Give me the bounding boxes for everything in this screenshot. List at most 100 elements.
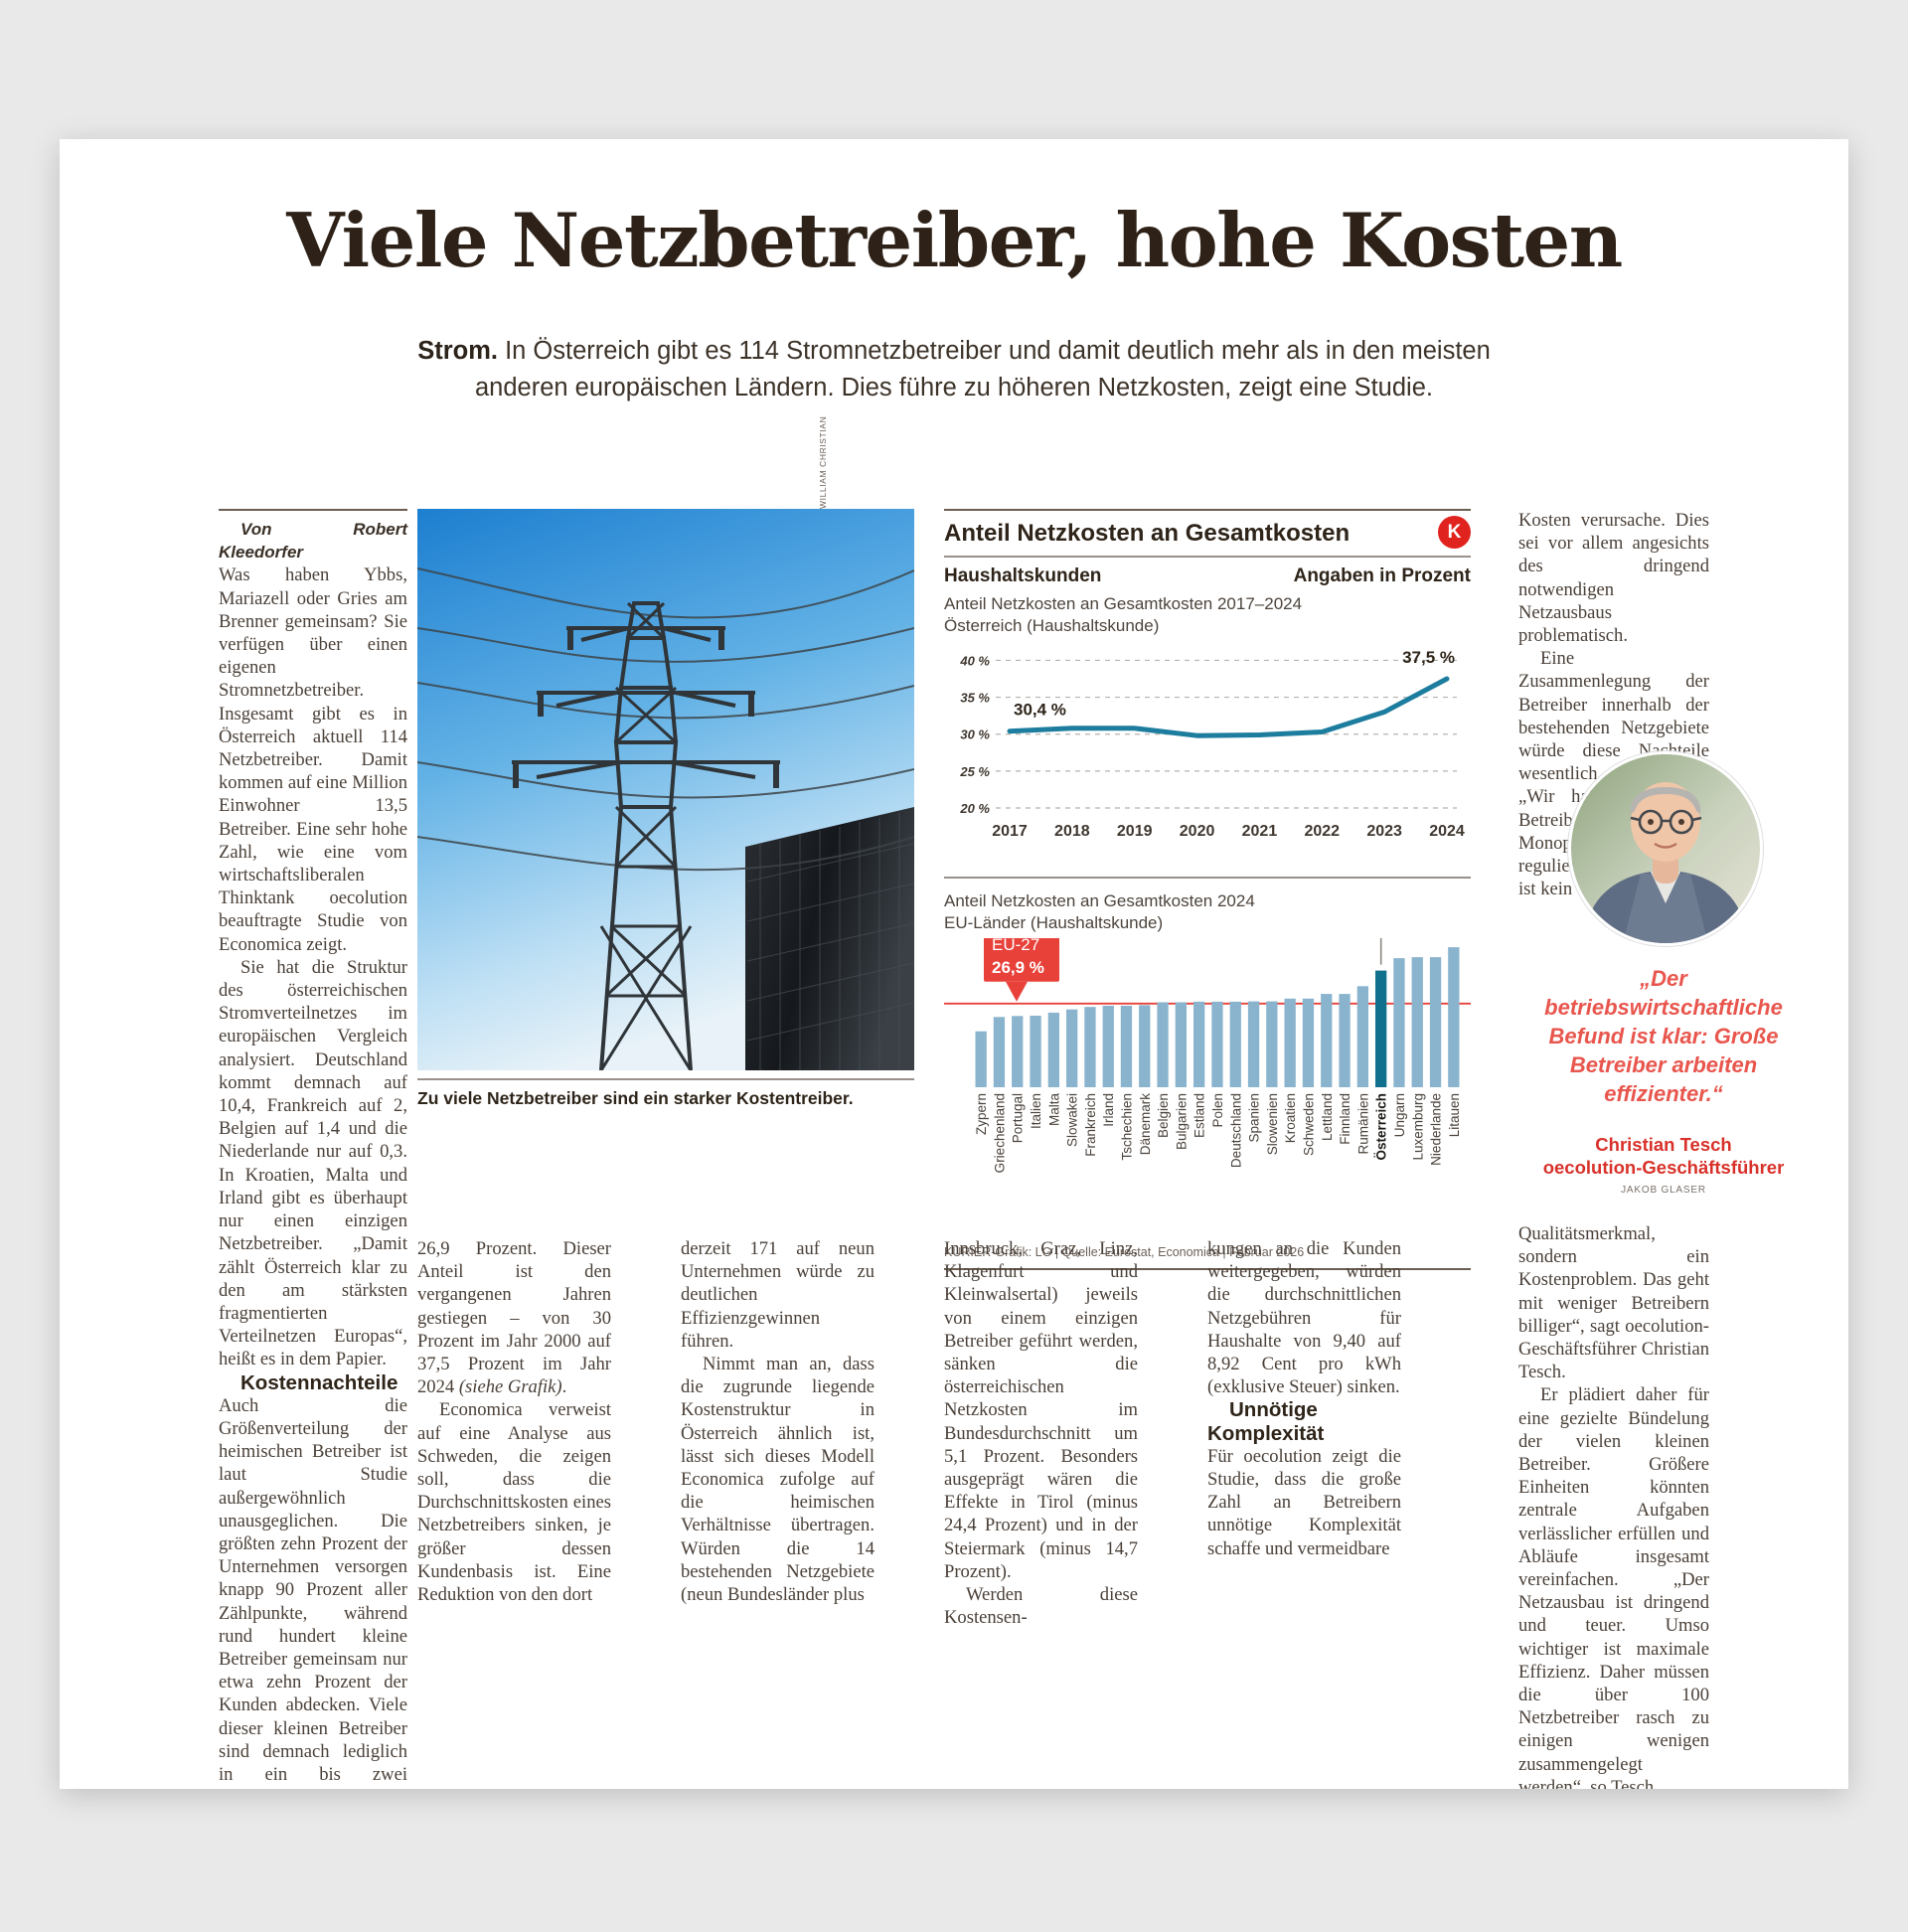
section-subhead: Unnötige Komplexität [1207,1398,1325,1445]
svg-text:Frankreich: Frankreich [1083,1093,1098,1157]
graphic-subbar: Haushaltskunden Angaben in Prozent [944,558,1471,593]
svg-text:Portugal: Portugal [1011,1093,1026,1143]
line-chart: 20 % 25 % 30 % 35 % 40 % 30,4 % 37,5 % 2017 2018… [944,641,1471,863]
infographic: Anteil Netzkosten an Gesamtkosten K Haus… [944,509,1471,1270]
graphic-title: Anteil Netzkosten an Gesamtkosten K [944,511,1471,558]
bar-chart-subtitle: EU-Länder (Haushaltskunde) [944,913,1164,932]
svg-text:Dänemark: Dänemark [1138,1093,1153,1156]
svg-text:Slowakei: Slowakei [1065,1093,1080,1147]
portrait-credit: JAKOB GLASER [1621,1185,1706,1196]
paragraph: Kosten verursache. Dies sei vor allem an… [1518,510,1709,647]
svg-text:Schweden: Schweden [1302,1093,1317,1156]
svg-text:Österreich: Österreich [1374,1093,1389,1161]
svg-text:EU-27: EU-27 [992,938,1039,954]
svg-text:2022: 2022 [1304,823,1340,840]
photo-credit: WILLIAM CHRISTIAN [818,415,828,509]
paragraph: Was haben Ybbs, Mariazell oder Gries am … [219,564,407,955]
portrait-illustration [1571,754,1760,943]
pull-quote: „Der betriebswirtschaftliche Befund ist … [1544,966,1783,1106]
bar-chart-svg: Zypern Griechenland Portugal Italien Malta Sl… [944,912,1471,1173]
pull-quote-attribution: Christian Tesch oecolution-Geschäftsführ… [1518,1133,1809,1179]
svg-text:Litauen: Litauen [1447,1093,1462,1137]
newspaper-page: Viele Netzbetreiber, hohe Kosten Strom. … [60,139,1848,1789]
quote-person-role: oecolution-Geschäftsführer [1542,1157,1785,1178]
svg-text:30 %: 30 % [960,727,990,742]
svg-text:Niederlande: Niederlande [1429,1093,1444,1166]
svg-text:Ungarn: Ungarn [1392,1093,1407,1137]
bar-chart-caption: Anteil Netzkosten an Gesamtkosten 2024 E… [944,890,1471,934]
article-column-3: derzeit 171 auf neun Unternehmen würde z… [681,1237,874,1606]
article-column-1: Von Robert Kleedorfer Was haben Ybbs, Ma… [219,509,407,1789]
article-column-2: 26,9 Prozent. Dieser Anteil ist den verg… [417,1237,611,1606]
svg-text:Bulgarien: Bulgarien [1174,1093,1189,1150]
svg-text:2019: 2019 [1117,823,1153,840]
paragraph: 26,9 Prozent. Dieser Anteil ist den verg… [417,1237,611,1398]
svg-text:Irland: Irland [1101,1093,1116,1127]
rule [944,509,1471,511]
photo-illustration [417,509,914,1070]
line-chart-title: Anteil Netzkosten an Gesamtkosten 2017–2… [944,594,1303,613]
article-column-6b: Qualitätsmerkmal, sondern ein Kostenprob… [1518,1222,1709,1789]
graphic-right-label: Angaben in Prozent [1293,565,1471,586]
svg-text:35 %: 35 % [960,691,990,706]
paragraph: Qualitätsmerkmal, sondern ein Kostenprob… [1518,1223,1709,1383]
paragraph: derzeit 171 auf neun Unternehmen würde z… [681,1238,874,1352]
paragraph: Economica verweist auf eine Analyse aus … [417,1399,611,1606]
article-column-5: kungen an die Kunden weitergegeben, würd… [1207,1237,1401,1560]
svg-text:2023: 2023 [1366,823,1402,840]
svg-text:Zypern: Zypern [974,1093,989,1135]
svg-text:Luxemburg: Luxemburg [1410,1093,1425,1161]
svg-text:Finnland: Finnland [1338,1093,1352,1145]
lead-text: In Österreich gibt es 114 Stromnetzbetre… [475,337,1491,402]
paragraph: Nimmt man an, dass die zugrunde liegende… [681,1354,874,1606]
svg-text:Belgien: Belgien [1156,1093,1171,1138]
svg-text:Rumänien: Rumänien [1355,1093,1370,1155]
svg-text:2017: 2017 [992,823,1028,840]
svg-text:20 %: 20 % [959,801,990,816]
paragraph: Er plädiert daher für eine gezielte Bünd… [1518,1384,1709,1789]
page-title: Viele Netzbetreiber, hohe Kosten [286,197,1623,284]
bar-chart: Zypern Griechenland Portugal Italien Malta Sl… [944,912,1471,1241]
svg-text:Estland: Estland [1192,1093,1207,1138]
paragraph: kungen an die Kunden weitergegeben, würd… [1207,1238,1401,1398]
bar-chart-title: Anteil Netzkosten an Gesamtkosten 2024 [944,891,1255,910]
paragraph: Sie hat die Struktur des österreichische… [219,956,407,1370]
section-subhead: Kostennachteile [240,1370,398,1394]
photo-power-pylon [417,509,914,1070]
svg-text:Italien: Italien [1029,1093,1043,1129]
svg-text:Malta: Malta [1046,1093,1061,1127]
graphic-source: KURIER-Grafik: LG | Quelle: Eurostat, Ec… [944,1241,1471,1270]
svg-text:2024: 2024 [1429,823,1465,840]
lead-paragraph: Strom. In Österreich gibt es 114 Stromne… [388,333,1520,406]
line-chart-subtitle: Österreich (Haushaltskunde) [944,616,1160,635]
line-chart-caption: Anteil Netzkosten an Gesamtkosten 2017–2… [944,593,1471,637]
paragraph: Innsbruck, Graz, Linz, Klagenfurt und Kl… [944,1238,1138,1582]
svg-text:25 %: 25 % [959,764,990,779]
article-column-4: Innsbruck, Graz, Linz, Klagenfurt und Kl… [944,1237,1138,1629]
svg-text:26,9 %: 26,9 % [992,958,1044,977]
svg-text:Kroatien: Kroatien [1283,1093,1298,1143]
svg-text:Tschechien: Tschechien [1120,1093,1135,1161]
paragraph: Werden diese Kostensen- [944,1584,1138,1629]
paragraph: Für oecolution zeigt die Studie, dass di… [1207,1445,1401,1559]
lead-kicker: Strom. [417,337,498,365]
svg-text:37,5 %: 37,5 % [1402,648,1455,667]
svg-text:Lettland: Lettland [1320,1093,1335,1141]
svg-text:Griechenland: Griechenland [992,1093,1007,1173]
svg-text:2020: 2020 [1180,823,1215,840]
svg-text:Polen: Polen [1210,1093,1225,1128]
rule [944,877,1471,879]
graphic-left-label: Haushaltskunden [944,565,1102,586]
svg-text:2021: 2021 [1242,823,1278,840]
graphic-title-text: Anteil Netzkosten an Gesamtkosten [944,520,1351,547]
kurier-logo-badge: K [1438,516,1471,549]
quote-person-name: Christian Tesch [1595,1134,1732,1155]
photo-caption: Zu viele Netzbetreiber sind ein starker … [417,1078,914,1109]
svg-text:2018: 2018 [1054,823,1090,840]
paragraph-text: 26,9 Prozent. Dieser Anteil ist den verg… [417,1238,611,1398]
svg-text:Deutschland: Deutschland [1228,1093,1243,1168]
paragraph: Auch die Größenverteilung der heimischen… [219,1394,407,1789]
svg-text:Slowenien: Slowenien [1265,1093,1280,1155]
svg-text:40 %: 40 % [959,653,990,668]
svg-text:30,4 %: 30,4 % [1014,701,1066,720]
